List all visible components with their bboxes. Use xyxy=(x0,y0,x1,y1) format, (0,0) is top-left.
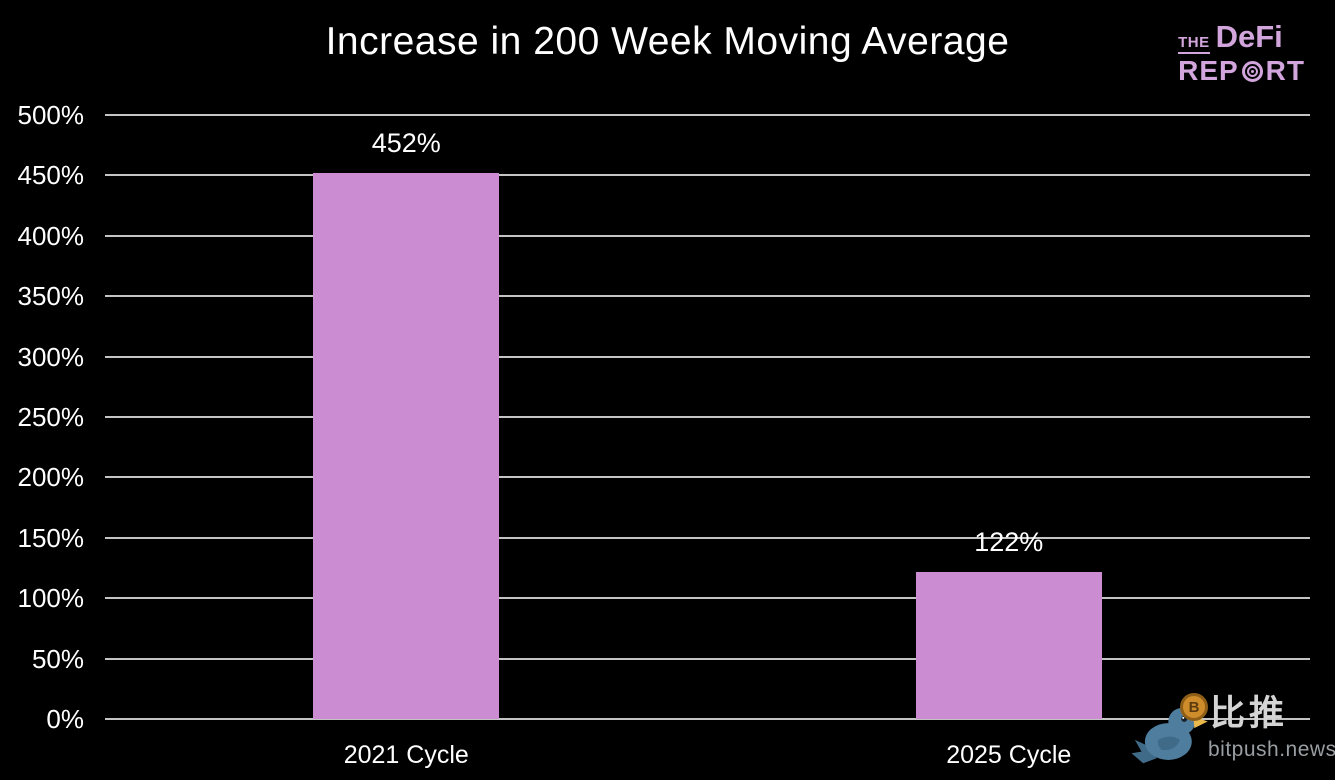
bar xyxy=(915,571,1102,719)
bitcoin-coin-icon: B xyxy=(1180,693,1208,721)
gridline xyxy=(105,114,1310,116)
y-tick-label: 200% xyxy=(17,462,85,493)
y-tick-label: 400% xyxy=(17,220,85,251)
logo-report-post-text: RT xyxy=(1265,55,1305,86)
x-category-label: 2025 Cycle xyxy=(946,741,1072,769)
x-category-label: 2021 Cycle xyxy=(343,741,469,769)
logo-the-text: THE xyxy=(1178,35,1210,54)
y-tick-label: 50% xyxy=(31,643,84,674)
gridline xyxy=(105,295,1310,298)
bitpush-watermark: B 比推 bitpush.news xyxy=(1128,690,1335,776)
y-tick-label: 350% xyxy=(17,281,85,312)
gridline xyxy=(105,416,1310,418)
plot-area: 452% 122% xyxy=(105,114,1310,720)
bar xyxy=(313,172,500,719)
y-tick-label: 0% xyxy=(46,704,84,734)
y-axis: 0% 50% 100% 150% 200% 250% 300% 350% 400% 450% 500… xyxy=(0,102,85,732)
y-tick-label: 500% xyxy=(17,100,85,130)
logo-line-1: THE DeFi xyxy=(1178,19,1305,54)
y-tick-label: 250% xyxy=(17,402,85,432)
logo-report-pre-text: REP xyxy=(1178,55,1239,86)
gridline xyxy=(105,355,1310,358)
bitcoin-symbol: B xyxy=(1188,698,1200,716)
gridline xyxy=(105,234,1310,237)
gridline xyxy=(105,657,1310,660)
gridline xyxy=(105,476,1310,479)
y-tick-label: 150% xyxy=(17,522,85,553)
logo-line-2: REP RT xyxy=(1178,57,1305,85)
watermark-cjk-text: 比推 xyxy=(1210,694,1289,733)
chart-title: Increase in 200 Week Moving Average xyxy=(325,20,1010,63)
bar-value-label: 452% xyxy=(371,127,441,158)
y-tick-label: 100% xyxy=(17,583,85,614)
y-tick-label: 450% xyxy=(17,160,85,191)
bullseye-icon xyxy=(1241,60,1263,82)
gridline xyxy=(105,597,1310,600)
logo-defi-text: DeFi xyxy=(1215,19,1283,54)
x-axis: 2021 Cycle 2025 Cycle xyxy=(105,731,1310,776)
defi-report-logo: THE DeFi REP RT xyxy=(1178,19,1305,85)
gridline xyxy=(105,174,1310,177)
watermark-site-text: bitpush.news xyxy=(1208,738,1335,761)
gridline xyxy=(105,536,1310,539)
y-tick-label: 300% xyxy=(17,341,85,372)
gridline xyxy=(105,718,1310,720)
bar-value-label: 122% xyxy=(974,526,1044,557)
